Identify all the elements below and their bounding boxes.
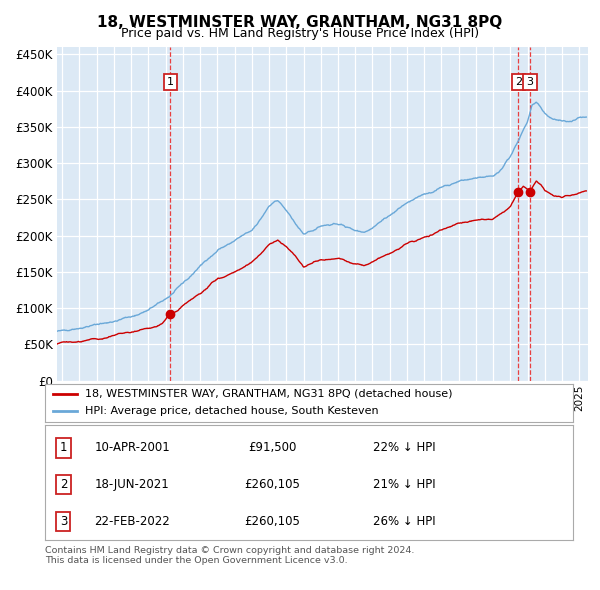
Text: 21% ↓ HPI: 21% ↓ HPI bbox=[373, 478, 436, 491]
Text: 18, WESTMINSTER WAY, GRANTHAM, NG31 8PQ: 18, WESTMINSTER WAY, GRANTHAM, NG31 8PQ bbox=[97, 15, 503, 30]
Text: 3: 3 bbox=[526, 77, 533, 87]
Text: 1: 1 bbox=[60, 441, 67, 454]
Text: 2: 2 bbox=[515, 77, 522, 87]
Text: 10-APR-2001: 10-APR-2001 bbox=[94, 441, 170, 454]
Text: This data is licensed under the Open Government Licence v3.0.: This data is licensed under the Open Gov… bbox=[45, 556, 347, 565]
Text: 1: 1 bbox=[167, 77, 174, 87]
Text: £260,105: £260,105 bbox=[244, 478, 300, 491]
Text: 18-JUN-2021: 18-JUN-2021 bbox=[95, 478, 169, 491]
Text: 22% ↓ HPI: 22% ↓ HPI bbox=[373, 441, 436, 454]
Text: 18, WESTMINSTER WAY, GRANTHAM, NG31 8PQ (detached house): 18, WESTMINSTER WAY, GRANTHAM, NG31 8PQ … bbox=[85, 389, 452, 399]
Text: 26% ↓ HPI: 26% ↓ HPI bbox=[373, 515, 436, 528]
Text: Contains HM Land Registry data © Crown copyright and database right 2024.: Contains HM Land Registry data © Crown c… bbox=[45, 546, 415, 555]
Text: Price paid vs. HM Land Registry's House Price Index (HPI): Price paid vs. HM Land Registry's House … bbox=[121, 27, 479, 40]
Text: £260,105: £260,105 bbox=[244, 515, 300, 528]
Text: 3: 3 bbox=[60, 515, 67, 528]
Text: 22-FEB-2022: 22-FEB-2022 bbox=[94, 515, 170, 528]
Text: HPI: Average price, detached house, South Kesteven: HPI: Average price, detached house, Sout… bbox=[85, 407, 378, 417]
Text: £91,500: £91,500 bbox=[248, 441, 296, 454]
Text: 2: 2 bbox=[60, 478, 67, 491]
